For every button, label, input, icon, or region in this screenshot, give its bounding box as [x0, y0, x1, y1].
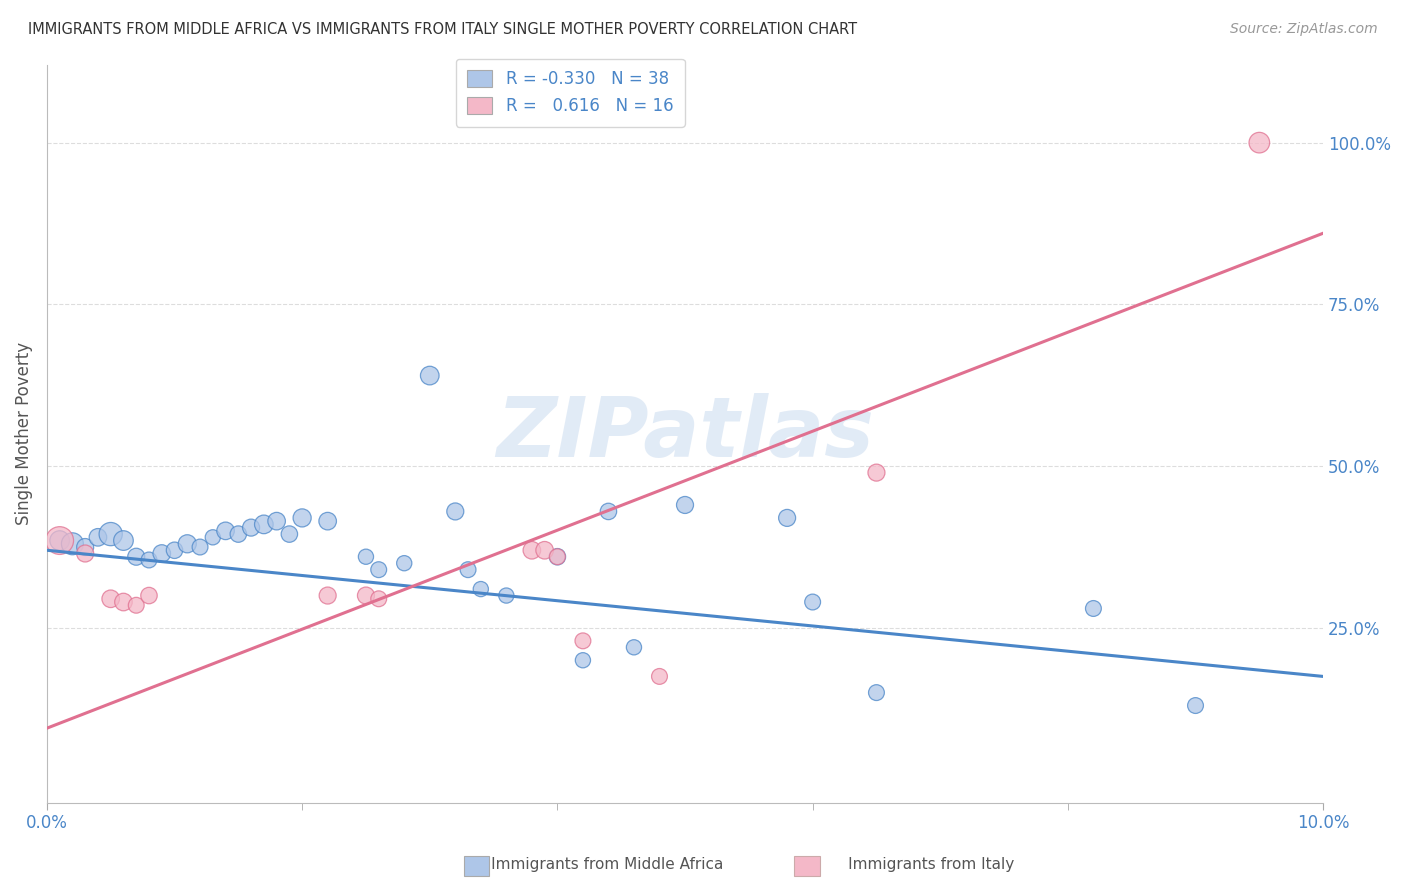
Point [1249, 136, 1271, 150]
Point [278, 527, 301, 541]
Point [188, 540, 211, 554]
Point [75, 540, 97, 554]
Point [48, 533, 70, 548]
Point [801, 595, 824, 609]
Point [776, 511, 799, 525]
Point [316, 514, 339, 528]
Point [125, 599, 148, 613]
Point [125, 549, 148, 564]
Point [598, 504, 620, 518]
Point [546, 549, 568, 564]
Point [419, 368, 441, 383]
Point [253, 517, 276, 532]
Point [100, 591, 122, 606]
Point [176, 537, 198, 551]
Point [546, 549, 568, 564]
Point [394, 556, 416, 570]
Point [48, 533, 70, 548]
Point [520, 543, 543, 558]
Point [470, 582, 492, 596]
Point [1184, 698, 1206, 713]
Point [367, 563, 389, 577]
Point [75, 547, 97, 561]
Point [163, 543, 186, 558]
Point [150, 547, 173, 561]
Point [291, 511, 314, 525]
Text: Source: ZipAtlas.com: Source: ZipAtlas.com [1230, 22, 1378, 37]
Point [865, 685, 887, 699]
Point [100, 527, 122, 541]
Point [648, 669, 671, 683]
Point [87, 530, 110, 544]
Point [316, 589, 339, 603]
Point [62, 537, 84, 551]
Point [138, 553, 160, 567]
Point [572, 633, 595, 648]
Point [112, 533, 135, 548]
Point [572, 653, 595, 667]
Point [1083, 601, 1105, 615]
Point [354, 589, 377, 603]
Point [228, 527, 250, 541]
Point [444, 504, 467, 518]
Text: IMMIGRANTS FROM MIDDLE AFRICA VS IMMIGRANTS FROM ITALY SINGLE MOTHER POVERTY COR: IMMIGRANTS FROM MIDDLE AFRICA VS IMMIGRA… [28, 22, 858, 37]
Point [201, 530, 224, 544]
Point [367, 591, 389, 606]
Text: Immigrants from Italy: Immigrants from Italy [814, 857, 1014, 872]
Point [112, 595, 135, 609]
Point [673, 498, 696, 512]
Point [495, 589, 517, 603]
Point [214, 524, 236, 538]
Point [266, 514, 288, 528]
Point [865, 466, 887, 480]
Point [138, 589, 160, 603]
Y-axis label: Single Mother Poverty: Single Mother Poverty [15, 343, 32, 525]
Point [623, 640, 645, 655]
Text: ZIPatlas: ZIPatlas [496, 393, 875, 475]
Legend: R = -0.330   N = 38, R =   0.616   N = 16: R = -0.330 N = 38, R = 0.616 N = 16 [456, 59, 685, 127]
Point [240, 520, 263, 534]
Point [457, 563, 479, 577]
Point [354, 549, 377, 564]
Text: Immigrants from Middle Africa: Immigrants from Middle Africa [457, 857, 724, 872]
Point [533, 543, 555, 558]
